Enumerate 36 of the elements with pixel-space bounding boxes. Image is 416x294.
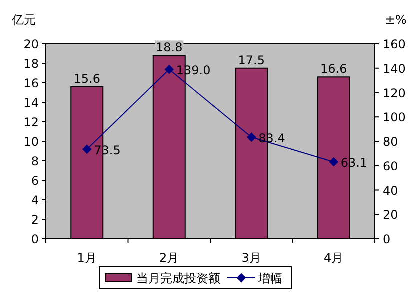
data-label: 18.8	[156, 40, 183, 55]
data-label: 16.6	[320, 62, 348, 76]
y2-tick-label: 20	[383, 208, 398, 222]
y-tick-label: 2	[31, 213, 39, 227]
y2-tick-label: 120	[383, 86, 406, 100]
y-tick-label: 12	[24, 116, 39, 130]
data-label: 15.6	[74, 72, 100, 86]
y-tick-label: 8	[31, 154, 39, 168]
legend-label: 当月完成投资额	[136, 272, 220, 286]
point	[164, 65, 174, 74]
y2-axis-title: ±%	[385, 13, 407, 27]
y-tick-label: 0	[31, 232, 39, 246]
y2-tick-label: 40	[383, 184, 398, 198]
y-tick-label: 18	[24, 57, 39, 71]
y-tick-label: 6	[31, 174, 39, 188]
point	[82, 144, 92, 154]
y-tick-label: 4	[31, 194, 39, 208]
y2-tick-label: 60	[383, 159, 398, 174]
x-tick-label: 4月	[324, 251, 344, 265]
x-tick-label: 1月	[77, 251, 97, 265]
y-tick-label: 14	[24, 96, 39, 110]
legend-label: 增幅	[258, 272, 282, 286]
y2-tick-label: 140	[383, 62, 406, 76]
x-tick-label: 2月	[160, 251, 180, 265]
point	[329, 158, 338, 167]
y2-tick-label: 0	[383, 232, 391, 246]
x-tick-label: 3月	[242, 251, 262, 265]
data-label: 17.5	[238, 53, 265, 68]
y-axis-title: 亿元	[11, 13, 36, 27]
y2-tick-label: 80	[383, 135, 398, 149]
y2-tick-label: 100	[383, 110, 406, 125]
y-tick-label: 10	[24, 135, 39, 149]
y-tick-label: 20	[24, 38, 39, 52]
y2-tick-label: 160	[383, 38, 406, 52]
point	[247, 132, 256, 142]
y-tick-label: 16	[24, 76, 39, 90]
